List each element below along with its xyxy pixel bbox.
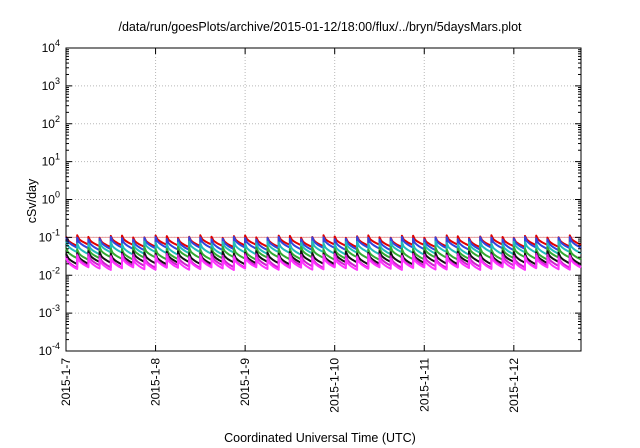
y-tick-label: 102 xyxy=(42,114,60,131)
plot-frame xyxy=(65,47,582,352)
y-ticks: 10-4 10-3 10-2 10-1 100 101 102 103 104 xyxy=(39,38,581,358)
y-tick-label: 10-3 xyxy=(39,303,60,320)
series-line xyxy=(65,240,582,256)
series-line xyxy=(65,254,582,271)
x-tick-label: 2015-1-9 xyxy=(238,358,252,406)
series-group xyxy=(65,234,582,271)
x-tick-label: 2015-1-7 xyxy=(59,358,73,406)
x-tick-label: 2015-1-11 xyxy=(417,358,431,412)
x-tick-label: 2015-1-8 xyxy=(149,358,163,406)
y-tick-label: 101 xyxy=(42,152,60,169)
grid-lines xyxy=(66,48,581,351)
y-tick-label: 100 xyxy=(42,190,60,207)
y-tick-label: 103 xyxy=(42,76,60,93)
x-axis-label: Coordinated Universal Time (UTC) xyxy=(224,431,416,445)
chart-title: /data/run/goesPlots/archive/2015-01-12/1… xyxy=(118,20,522,34)
y-tick-label: 10-1 xyxy=(39,227,60,244)
x-ticks: 2015-1-7 2015-1-8 2015-1-9 2015-1-10 2015-1-… xyxy=(59,48,521,413)
y-tick-label: 104 xyxy=(42,38,60,55)
x-tick-label: 2015-1-10 xyxy=(328,358,342,413)
x-tick-label: 2015-1-12 xyxy=(507,358,521,413)
y-tick-label: 10-2 xyxy=(39,265,60,282)
y-tick-label: 10-4 xyxy=(39,341,60,358)
